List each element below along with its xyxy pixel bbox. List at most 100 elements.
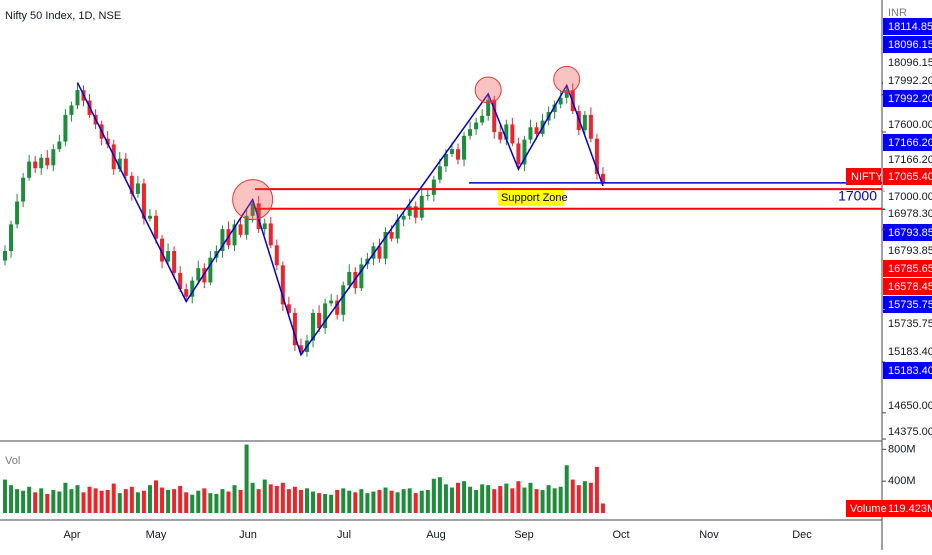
volume-bar (449, 487, 454, 513)
volume-current: 119.423M (888, 503, 932, 515)
candle-body (256, 203, 261, 230)
candle-body (45, 157, 50, 166)
support-label: Support Zone (501, 192, 568, 204)
candle-body (268, 223, 273, 246)
volume-bar (69, 489, 74, 513)
x-tick-label: Nov (699, 529, 719, 541)
x-tick-label: Sep (514, 529, 534, 541)
price-label: 16578.45 (888, 281, 932, 293)
volume-bar (522, 487, 527, 513)
candle-body (329, 300, 334, 304)
candle-body (522, 139, 527, 165)
x-tick-label: Apr (63, 529, 80, 541)
candle-body (443, 153, 448, 167)
candle-body (401, 215, 406, 220)
volume-bar (534, 489, 539, 513)
candle-body (492, 99, 497, 133)
volume-bar (184, 492, 189, 513)
candle-body (528, 127, 533, 140)
volume-bar (582, 481, 587, 513)
candle-body (160, 238, 165, 262)
candle-body (274, 245, 279, 266)
volume-bar (365, 493, 370, 513)
candle-body (582, 114, 587, 131)
candle-body (558, 97, 563, 105)
volume-bar (238, 489, 243, 513)
candle-body (57, 141, 62, 150)
candle-body (504, 124, 509, 140)
candle-body (202, 268, 207, 283)
candle-body (486, 99, 491, 116)
volume-bar (220, 489, 225, 513)
candle-body (135, 183, 140, 194)
price-label: 15735.75 (888, 299, 932, 311)
volume-bar (335, 489, 340, 513)
candle-body (190, 280, 195, 297)
volume-bar (111, 483, 116, 513)
price-label: 15183.40 (888, 346, 932, 358)
candle-body (280, 265, 285, 305)
candle-body (389, 231, 394, 239)
price-label: 18096.15 (888, 39, 932, 51)
candle-body (474, 122, 479, 130)
x-tick-label: May (146, 529, 167, 541)
price-label: 16793.85 (888, 245, 932, 257)
y-tick-label: 17600.00 (888, 119, 932, 131)
volume-bar (443, 484, 448, 513)
price-label: 17166.20 (888, 154, 932, 166)
volume-bar (588, 482, 593, 513)
candle-body (552, 104, 557, 113)
volume-bar (468, 486, 473, 513)
price-label: 16978.30 (888, 208, 932, 220)
candle-body (298, 345, 303, 352)
price-label: 18114.85 (888, 21, 932, 33)
volume-bar (437, 477, 442, 513)
volume-tick-label: 400M (888, 475, 916, 487)
volume-bar (129, 486, 134, 513)
volume-bar (274, 485, 279, 513)
candle-body (407, 206, 412, 216)
volume-bar (196, 490, 201, 513)
candle-body (341, 285, 346, 315)
volume-bar (498, 485, 503, 513)
price-label: 17992.20 (888, 93, 932, 105)
candle-body (534, 127, 539, 134)
candle-body (564, 90, 569, 98)
volume-bar (564, 465, 569, 513)
volume-bar (51, 489, 56, 513)
candle-body (594, 138, 599, 174)
volume-bar (305, 488, 309, 513)
candle-body (359, 264, 364, 289)
volume-bar (413, 493, 418, 513)
volume-bar (45, 493, 50, 513)
candle-body (516, 143, 521, 165)
volume-bar (456, 482, 460, 513)
volume-bar (3, 479, 7, 513)
x-tick-label: Dec (792, 529, 812, 541)
candle-body (335, 300, 340, 315)
candle-body (425, 194, 430, 196)
volume-bar (395, 492, 400, 513)
price-label-box (883, 315, 932, 332)
volume-bar (600, 503, 605, 513)
volume-bar (552, 488, 557, 513)
candle-body (129, 175, 134, 194)
candle-body (286, 304, 291, 313)
volume-bar (371, 491, 376, 513)
candle-body (419, 195, 424, 218)
price-label: 15735.75 (888, 318, 932, 330)
candle-body (413, 206, 418, 218)
volume-bar (63, 482, 68, 513)
candle-body (311, 312, 316, 341)
price-label-box (883, 224, 932, 241)
candle-body (395, 219, 400, 239)
y-tick-label: 14650.00 (888, 400, 932, 412)
volume-bar (540, 489, 545, 513)
volume-bar (528, 482, 533, 513)
volume-bar (359, 489, 364, 513)
volume-bar (232, 485, 237, 513)
candle-body (3, 251, 7, 261)
volume-bar (516, 481, 521, 513)
price-tag-label: 17065.40 (888, 171, 932, 183)
